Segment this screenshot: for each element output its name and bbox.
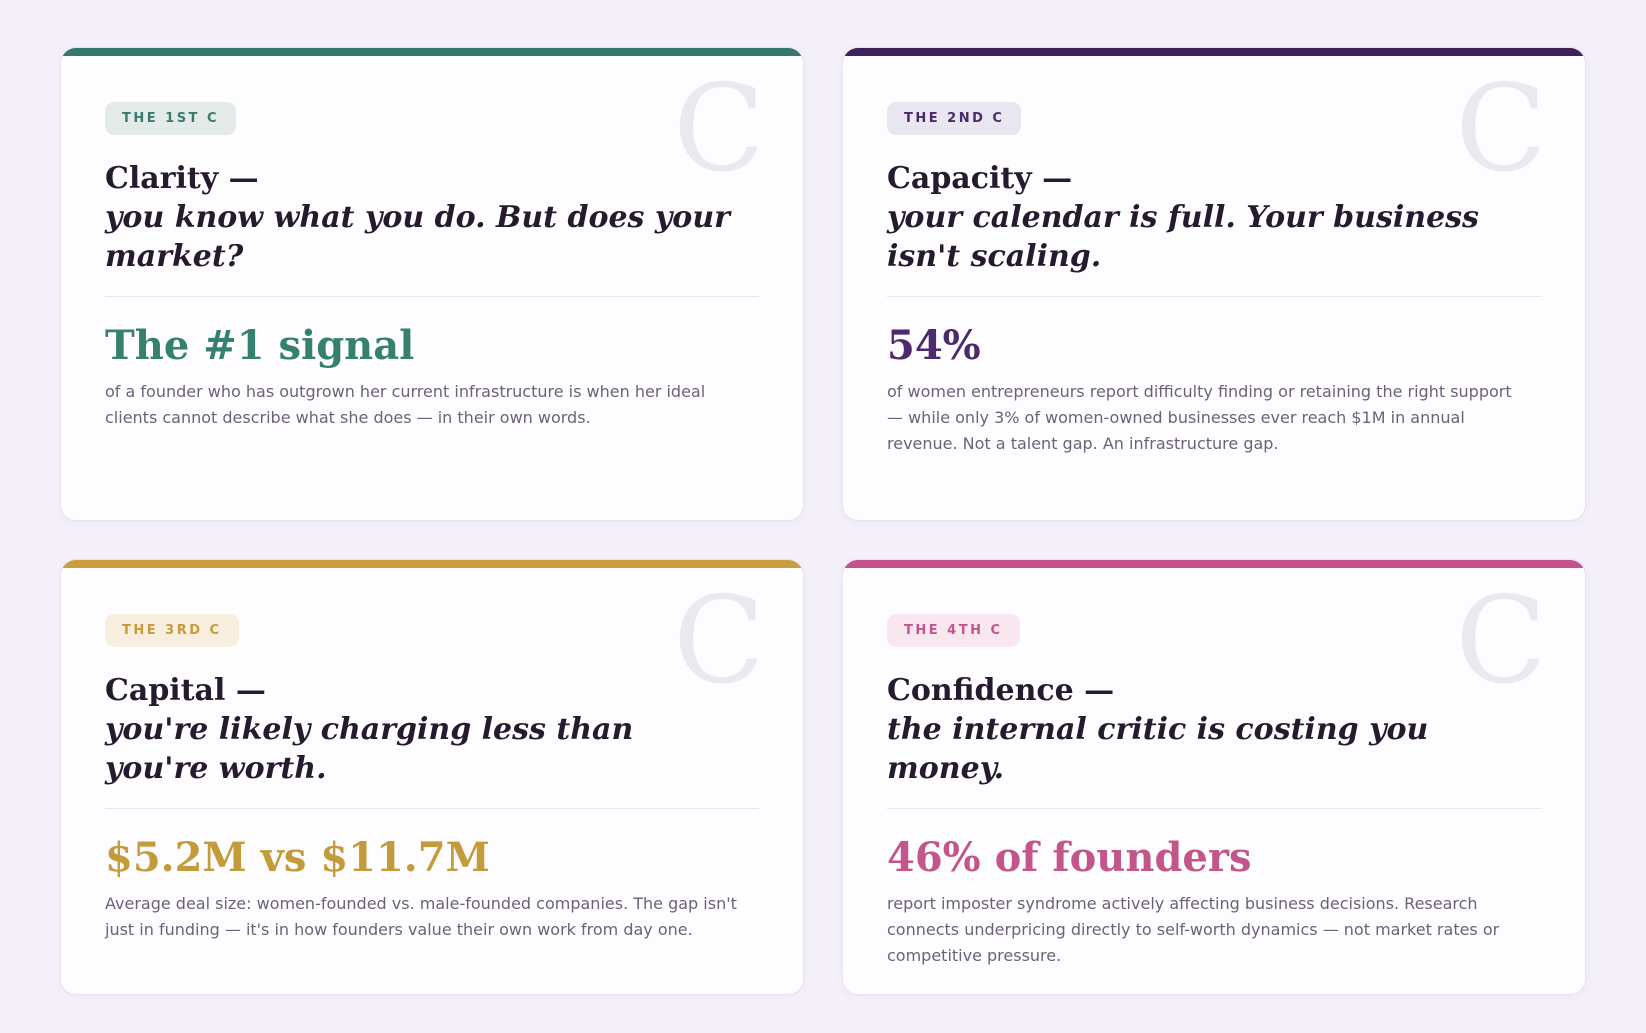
- card-title-subtitle: the internal critic is costing you money…: [887, 712, 1429, 786]
- card-stat-highlight: $5.2M vs $11.7M: [105, 834, 490, 881]
- card-clarity: C THE 1ST C Clarity — you know what you …: [60, 47, 804, 521]
- card-accent-bar: [843, 560, 1585, 568]
- card-content: C THE 3RD C Capital — you're likely char…: [61, 568, 803, 994]
- card-stat-highlight: 46% of founders: [887, 834, 1252, 881]
- badge-the-4th-c: THE 4TH C: [887, 614, 1020, 647]
- card-title-subtitle: your calendar is full. Your business isn…: [887, 200, 1479, 274]
- card-stat-highlight: The #1 signal: [105, 322, 415, 369]
- card-title: Capacity — your calendar is full. Your b…: [887, 159, 1527, 276]
- divider: [887, 296, 1541, 297]
- card-body-text: of a founder who has outgrown her curren…: [105, 382, 706, 427]
- card-accent-bar: [843, 48, 1585, 56]
- divider: [887, 808, 1541, 809]
- card-confidence: C THE 4TH C Confidence — the internal cr…: [842, 559, 1586, 995]
- card-body-text: report imposter syndrome actively affect…: [887, 894, 1500, 965]
- divider: [105, 296, 759, 297]
- card-body-text: Average deal size: women-founded vs. mal…: [105, 894, 737, 939]
- card-title-keyword: Capital —: [105, 673, 266, 708]
- card-capital: C THE 3RD C Capital — you're likely char…: [60, 559, 804, 995]
- card-title-subtitle: you know what you do. But does your mark…: [105, 200, 730, 274]
- card-title: Capital — you're likely charging less th…: [105, 671, 745, 788]
- card-stat-highlight: 54%: [887, 322, 981, 369]
- card-title-keyword: Capacity —: [887, 161, 1073, 196]
- card-accent-bar: [61, 48, 803, 56]
- card-capacity: C THE 2ND C Capacity — your calendar is …: [842, 47, 1586, 521]
- divider: [105, 808, 759, 809]
- card-title-subtitle: you're likely charging less than you're …: [105, 712, 634, 786]
- card-content: C THE 1ST C Clarity — you know what you …: [61, 56, 803, 520]
- card-accent-bar: [61, 560, 803, 568]
- card-title: Clarity — you know what you do. But does…: [105, 159, 745, 276]
- badge-the-2nd-c: THE 2ND C: [887, 102, 1022, 135]
- card-title-keyword: Clarity —: [105, 161, 259, 196]
- card-title: Confidence — the internal critic is cost…: [887, 671, 1527, 788]
- card-content: C THE 2ND C Capacity — your calendar is …: [843, 56, 1585, 520]
- card-body-text: of women entrepreneurs report difficulty…: [887, 382, 1512, 453]
- badge-the-3rd-c: THE 3RD C: [105, 614, 239, 647]
- card-title-keyword: Confidence —: [887, 673, 1115, 708]
- card-content: C THE 4TH C Confidence — the internal cr…: [843, 568, 1585, 994]
- badge-the-1st-c: THE 1ST C: [105, 102, 236, 135]
